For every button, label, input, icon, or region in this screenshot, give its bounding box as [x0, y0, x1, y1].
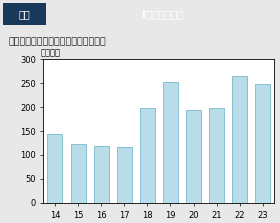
Text: 図表: 図表	[18, 9, 30, 19]
Text: （回数）: （回数）	[41, 49, 61, 58]
Bar	[140, 108, 155, 203]
Bar	[117, 147, 132, 203]
Bar	[47, 134, 62, 203]
Bar	[209, 108, 224, 203]
FancyBboxPatch shape	[3, 3, 46, 25]
Bar	[71, 144, 86, 203]
Bar	[186, 110, 201, 203]
Bar	[163, 82, 178, 203]
Text: ロシア機に対する緊急発進回数の推移: ロシア機に対する緊急発進回数の推移	[8, 37, 106, 46]
Bar	[232, 76, 247, 203]
Text: Ⅰ－１－４－４: Ⅰ－１－４－４	[142, 9, 183, 19]
Bar	[255, 84, 270, 203]
Bar	[94, 146, 109, 203]
